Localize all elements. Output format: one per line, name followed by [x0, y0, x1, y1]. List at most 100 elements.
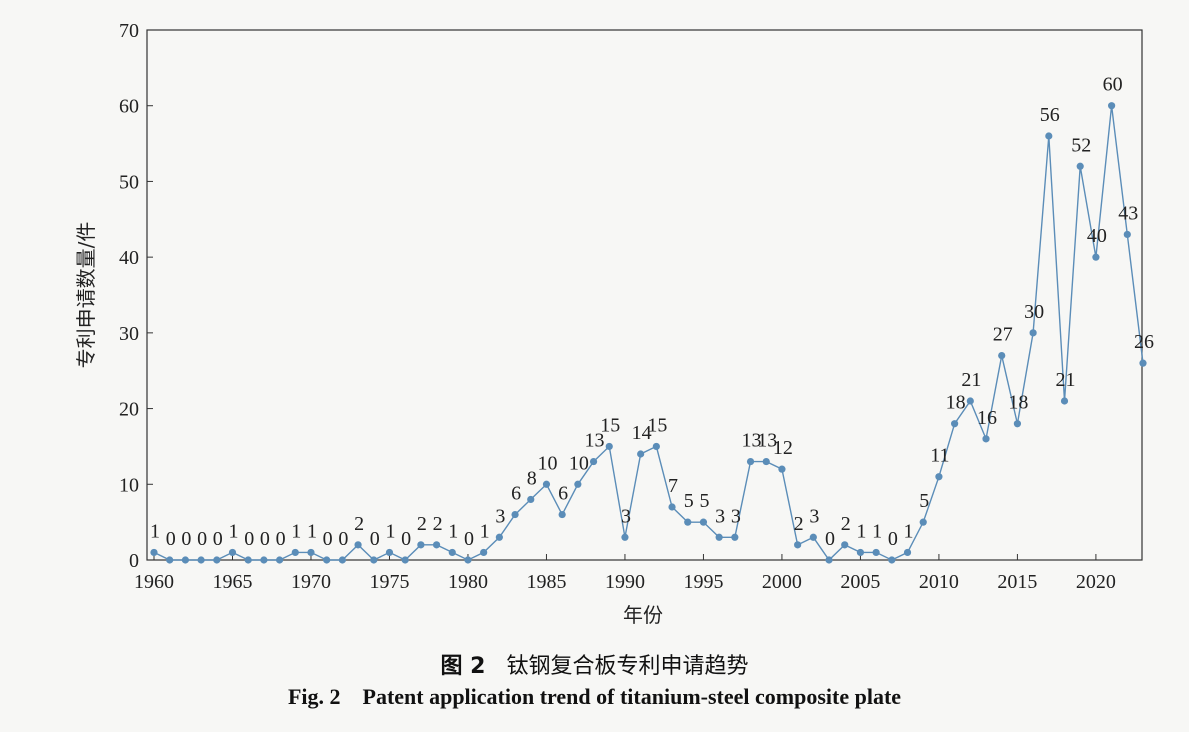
- data-point: [1108, 102, 1116, 110]
- data-point: [1013, 420, 1022, 428]
- data-label: 52: [1071, 134, 1091, 156]
- data-label: 2: [841, 513, 851, 535]
- data-label: 3: [621, 505, 631, 527]
- data-label: 0: [323, 528, 333, 550]
- data-point: [307, 548, 315, 557]
- data-point: [527, 495, 535, 504]
- data-point: [480, 548, 488, 557]
- data-point: [181, 556, 189, 564]
- data-label: 10: [569, 452, 589, 474]
- data-label: 1: [291, 520, 301, 542]
- data-point: [166, 556, 174, 564]
- data-point: [825, 556, 833, 564]
- data-point: [652, 442, 660, 451]
- data-label: 5: [684, 490, 694, 512]
- data-point: [746, 457, 755, 466]
- y-axis-label: 专利申请数量/件: [74, 222, 98, 369]
- x-tick-label: 1970: [291, 571, 331, 593]
- data-point: [244, 556, 252, 564]
- data-point: [731, 533, 739, 541]
- y-tick-label: 10: [119, 474, 139, 496]
- y-tick-label: 30: [119, 323, 139, 345]
- data-point: [715, 533, 723, 541]
- data-label: 5: [919, 490, 929, 512]
- data-point: [809, 533, 817, 541]
- x-tick-label: 2015: [997, 571, 1037, 593]
- data-label: 60: [1103, 74, 1123, 96]
- data-label: 16: [977, 407, 997, 429]
- data-point: [432, 541, 441, 549]
- data-label: 8: [527, 467, 537, 489]
- data-label: 5: [699, 490, 709, 512]
- data-point: [919, 518, 927, 526]
- x-axis-label: 年份: [623, 603, 663, 627]
- data-point: [464, 556, 472, 564]
- data-label: 6: [511, 483, 521, 505]
- x-tick-label: 1975: [369, 571, 409, 593]
- plot-frame: [146, 29, 1143, 561]
- data-point: [260, 556, 268, 564]
- y-tick-label: 40: [119, 247, 139, 269]
- data-point: [1139, 359, 1147, 367]
- data-label: 56: [1040, 104, 1060, 126]
- data-point: [275, 556, 284, 564]
- y-tick-label: 20: [119, 399, 139, 421]
- data-point: [291, 548, 299, 557]
- data-point: [401, 556, 409, 564]
- data-label: 21: [961, 369, 981, 391]
- data-label: 3: [809, 505, 819, 527]
- data-point: [621, 533, 629, 541]
- data-label: 2: [433, 513, 443, 535]
- data-label: 0: [181, 528, 191, 550]
- x-tick-label: 2000: [762, 571, 802, 593]
- caption-cn-title: 钛钢复合板专利申请趋势: [506, 654, 749, 679]
- data-label: 2: [354, 513, 364, 535]
- data-point: [150, 548, 158, 557]
- data-point: [872, 548, 880, 557]
- data-point: [668, 503, 676, 511]
- data-label: 1: [385, 520, 395, 542]
- x-tick-label: 2020: [1076, 571, 1116, 593]
- data-point: [589, 457, 598, 466]
- data-label: 0: [888, 528, 898, 550]
- data-point: [982, 435, 990, 443]
- data-point: [841, 541, 849, 549]
- data-label: 1: [307, 520, 317, 542]
- x-tick-label: 1985: [526, 571, 566, 593]
- data-label: 1: [872, 520, 882, 542]
- data-label: 13: [585, 430, 605, 452]
- data-label: 1: [448, 520, 458, 542]
- data-point: [1076, 162, 1084, 170]
- series-line: [153, 105, 1144, 562]
- data-label: 0: [213, 528, 223, 550]
- y-tick-label: 70: [119, 20, 139, 42]
- data-label: 7: [668, 475, 678, 497]
- caption-chinese: 图 2 钛钢复合板专利申请趋势: [0, 648, 1189, 680]
- data-point: [574, 480, 582, 488]
- data-point: [684, 518, 692, 526]
- data-label: 26: [1134, 331, 1154, 353]
- data-point: [699, 518, 708, 526]
- chart-series: [150, 102, 1147, 564]
- data-label: 2: [417, 513, 427, 535]
- data-point: [605, 442, 613, 451]
- data-label: 3: [495, 505, 505, 527]
- data-point: [542, 480, 551, 488]
- data-label: 0: [197, 528, 207, 550]
- data-point: [338, 556, 346, 564]
- caption-en-title: Patent application trend of titanium-ste…: [362, 684, 902, 709]
- data-label: 43: [1118, 202, 1138, 224]
- data-label: 0: [338, 528, 348, 550]
- caption-cn-label: 图 2: [440, 654, 486, 679]
- data-point: [903, 548, 912, 557]
- data-label: 1: [856, 520, 866, 542]
- data-label: 0: [260, 528, 270, 550]
- data-label: 6: [558, 483, 568, 505]
- data-labels: 1 0 0 0 0 1 0 0 0 1 1 0 020 1 02 2 1 0 1368106101315314157…: [150, 74, 1154, 550]
- x-tick-label: 2005: [840, 571, 880, 593]
- data-label: 0: [825, 528, 835, 550]
- data-label: 0: [464, 528, 474, 550]
- y-tick-label: 50: [119, 171, 139, 193]
